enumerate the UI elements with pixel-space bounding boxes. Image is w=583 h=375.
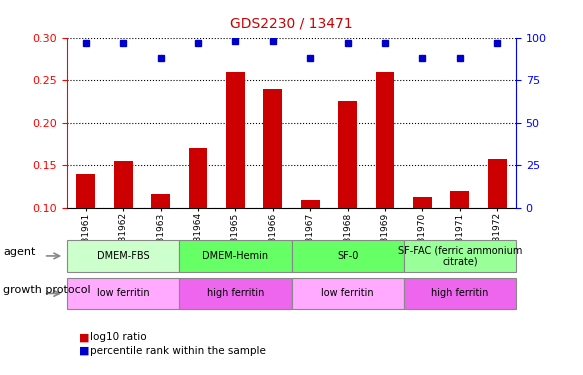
Bar [488, 159, 507, 208]
Text: log10 ratio: log10 ratio [90, 333, 147, 342]
Text: low ferritin: low ferritin [321, 288, 374, 298]
Text: high ferritin: high ferritin [431, 288, 489, 298]
Bar [264, 89, 282, 208]
Text: growth protocol: growth protocol [3, 285, 90, 295]
Bar [451, 191, 469, 208]
Text: ■: ■ [79, 333, 89, 342]
Text: GDS2230 / 13471: GDS2230 / 13471 [230, 17, 353, 31]
Text: DMEM-FBS: DMEM-FBS [97, 251, 149, 261]
Bar [114, 161, 132, 208]
Text: low ferritin: low ferritin [97, 288, 149, 298]
Bar [413, 197, 432, 208]
Bar [76, 174, 95, 208]
Text: SF-FAC (ferric ammonium
citrate): SF-FAC (ferric ammonium citrate) [398, 245, 522, 267]
Bar [151, 194, 170, 208]
Bar [226, 72, 245, 208]
Text: ■: ■ [79, 346, 89, 355]
Bar [189, 148, 208, 208]
Text: percentile rank within the sample: percentile rank within the sample [90, 346, 266, 355]
Text: SF-0: SF-0 [337, 251, 359, 261]
Text: high ferritin: high ferritin [207, 288, 264, 298]
Bar [375, 72, 394, 208]
Bar [338, 102, 357, 208]
Text: DMEM-Hemin: DMEM-Hemin [202, 251, 268, 261]
Bar [301, 200, 319, 208]
Text: agent: agent [3, 247, 36, 257]
